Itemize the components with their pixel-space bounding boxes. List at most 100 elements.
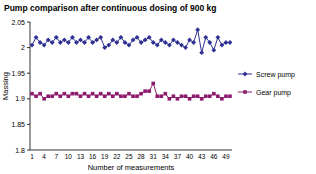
data-point	[228, 40, 232, 45]
data-point	[184, 94, 188, 98]
data-point	[123, 40, 128, 45]
title: Pump comparison after continuous dosing …	[4, 3, 217, 13]
data-point	[123, 94, 127, 98]
data-point	[70, 35, 75, 40]
y-tick-label: 1.95	[11, 70, 25, 77]
y-tick	[27, 150, 30, 151]
data-point	[30, 43, 34, 48]
data-point	[38, 92, 42, 96]
data-point	[211, 48, 216, 53]
data-point	[168, 97, 172, 101]
data-point	[200, 97, 204, 101]
data-point	[94, 38, 99, 43]
data-point	[114, 40, 119, 45]
data-point	[54, 92, 58, 96]
x-tick-label: 40	[186, 153, 194, 160]
x-tick-label: 34	[162, 153, 170, 160]
data-point	[86, 35, 91, 40]
data-point	[151, 82, 155, 86]
data-point	[196, 94, 200, 98]
x-tick-label: 37	[174, 153, 182, 160]
data-point	[131, 94, 135, 98]
x-tick-label: 1	[30, 153, 34, 160]
x-tick-label: 4	[42, 153, 46, 160]
data-point	[42, 97, 46, 101]
data-point	[30, 92, 34, 96]
y-tick-label: 2.05	[11, 19, 25, 26]
y-tick	[27, 22, 30, 23]
data-point	[183, 45, 188, 50]
data-point	[180, 94, 184, 98]
data-point	[54, 35, 59, 40]
x-axis-label: Number of measurements	[88, 163, 175, 172]
data-point	[102, 45, 107, 50]
y-tick-label: 1.85	[11, 121, 25, 128]
data-point	[34, 35, 39, 40]
data-point	[38, 40, 43, 45]
data-point	[34, 94, 38, 98]
x-tick-label: 10	[65, 153, 73, 160]
x-tick-label: 16	[89, 153, 97, 160]
data-point	[50, 40, 55, 45]
data-point	[131, 38, 136, 43]
data-point	[163, 40, 168, 45]
data-point	[62, 38, 67, 43]
data-point	[220, 43, 225, 48]
data-point	[74, 40, 79, 45]
data-point	[179, 43, 184, 48]
x-tick-label: 25	[125, 153, 133, 160]
y-axis-label: Massing	[1, 72, 10, 100]
data-point	[192, 94, 196, 98]
data-point	[90, 40, 95, 45]
x-tick-label: 19	[101, 153, 109, 160]
legend-marker	[243, 72, 248, 77]
data-point	[176, 97, 180, 101]
legend: Screw pumpGear pump	[238, 71, 295, 97]
data-point	[91, 92, 95, 96]
y-tick	[27, 73, 30, 74]
data-point	[155, 94, 159, 98]
y-tick	[27, 47, 30, 48]
data-point	[191, 40, 196, 45]
data-point	[83, 92, 87, 96]
y-axis	[30, 22, 31, 150]
data-point	[82, 40, 87, 45]
data-point	[50, 94, 54, 98]
data-point	[98, 35, 103, 40]
y-tick-label: 2	[21, 44, 25, 51]
data-point	[111, 94, 115, 98]
data-point	[143, 38, 148, 43]
data-point	[95, 94, 99, 98]
data-point	[127, 43, 132, 48]
data-point	[46, 94, 50, 98]
data-point	[215, 35, 220, 40]
data-point	[78, 38, 83, 43]
x-tick-label: 13	[77, 153, 85, 160]
series-line	[32, 83, 230, 98]
background	[0, 0, 316, 174]
data-point	[135, 94, 139, 98]
data-point	[151, 40, 156, 45]
data-point	[66, 40, 71, 45]
data-point	[139, 40, 144, 45]
data-point	[159, 38, 164, 43]
data-point	[115, 92, 119, 96]
data-point	[224, 94, 228, 98]
data-point	[58, 40, 63, 45]
data-point	[220, 97, 224, 101]
data-point	[207, 40, 212, 45]
x-tick-label: 31	[150, 153, 158, 160]
x-tick-label: 46	[210, 153, 218, 160]
data-point	[188, 97, 192, 101]
data-point	[71, 92, 75, 96]
data-point	[59, 94, 63, 98]
data-point	[147, 35, 152, 40]
x-tick-label: 28	[137, 153, 145, 160]
data-point	[172, 94, 176, 98]
data-point	[87, 94, 91, 98]
data-point	[199, 50, 204, 55]
data-point	[135, 35, 140, 40]
y-tick	[27, 98, 30, 99]
legend-label: Gear pump	[256, 89, 291, 97]
x-tick-label: 7	[54, 153, 58, 160]
